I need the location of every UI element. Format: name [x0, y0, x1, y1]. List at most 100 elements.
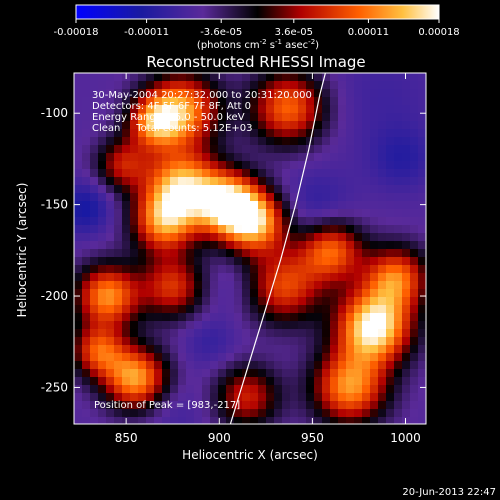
- heatmap-cell: [338, 257, 347, 266]
- heatmap-cell: [114, 369, 123, 378]
- heatmap-cell: [410, 81, 419, 90]
- heatmap-cell: [418, 393, 426, 402]
- heatmap-cell: [410, 225, 419, 234]
- heatmap-cell: [298, 345, 307, 354]
- heatmap-cell: [82, 377, 91, 386]
- heatmap-cell: [306, 177, 315, 186]
- heatmap-cell: [194, 337, 203, 346]
- heatmap-cell: [370, 73, 379, 82]
- heatmap-cell: [370, 393, 379, 402]
- heatmap-cell: [298, 225, 307, 234]
- heatmap-cell: [282, 129, 291, 138]
- heatmap-cell: [114, 329, 123, 338]
- heatmap-cell: [250, 137, 259, 146]
- heatmap-cell: [370, 225, 379, 234]
- heatmap-cell: [130, 321, 139, 330]
- heatmap-cell: [282, 401, 291, 410]
- heatmap-cell: [162, 297, 171, 306]
- heatmap-cell: [362, 345, 371, 354]
- heatmap-cell: [202, 377, 211, 386]
- heatmap-cell: [290, 177, 299, 186]
- heatmap-cell: [90, 89, 99, 98]
- heatmap-cell: [82, 385, 91, 394]
- heatmap-cell: [338, 73, 347, 82]
- heatmap-cell: [74, 353, 83, 362]
- heatmap-cell: [330, 281, 339, 290]
- heatmap-cell: [410, 393, 419, 402]
- heatmap-cell: [226, 297, 235, 306]
- heatmap-cell: [162, 385, 171, 394]
- heatmap-cell: [146, 417, 155, 424]
- heatmap-cell: [402, 385, 411, 394]
- heatmap-cell: [250, 297, 259, 306]
- heatmap-cell: [362, 401, 371, 410]
- heatmap-cell: [306, 257, 315, 266]
- heatmap-cell: [354, 337, 363, 346]
- heatmap-cell: [242, 161, 251, 170]
- heatmap-cell: [186, 201, 195, 210]
- heatmap-cell: [242, 153, 251, 162]
- heatmap-cell: [418, 89, 426, 98]
- heatmap-cell: [338, 121, 347, 130]
- heatmap-cell: [202, 337, 211, 346]
- heatmap-cell: [354, 233, 363, 242]
- heatmap-cell: [106, 401, 115, 410]
- heatmap-cell: [306, 369, 315, 378]
- heatmap-cell: [98, 233, 107, 242]
- heatmap-cell: [338, 385, 347, 394]
- heatmap-cell: [194, 193, 203, 202]
- heatmap-cell: [162, 321, 171, 330]
- heatmap-cell: [418, 401, 426, 410]
- heatmap-cell: [290, 193, 299, 202]
- heatmap-cell: [210, 153, 219, 162]
- heatmap-cell: [242, 273, 251, 282]
- heatmap-cell: [306, 353, 315, 362]
- heatmap-cell: [170, 233, 179, 242]
- heatmap-cell: [362, 409, 371, 418]
- heatmap-cell: [170, 97, 179, 106]
- heatmap-cell: [242, 177, 251, 186]
- heatmap-cell: [314, 249, 323, 258]
- heatmap-cell: [186, 409, 195, 418]
- heatmap-cell: [258, 121, 267, 130]
- heatmap-cell: [146, 273, 155, 282]
- heatmap-cell: [130, 185, 139, 194]
- heatmap-cell: [226, 417, 235, 424]
- heatmap-cell: [418, 217, 426, 226]
- heatmap-cell: [178, 209, 187, 218]
- heatmap-cell: [106, 361, 115, 370]
- heatmap-cell: [274, 177, 283, 186]
- heatmap-cell: [130, 153, 139, 162]
- heatmap-cell: [202, 297, 211, 306]
- heatmap-cell: [234, 417, 243, 424]
- heatmap-cell: [226, 401, 235, 410]
- heatmap-cell: [178, 225, 187, 234]
- heatmap-cell: [346, 321, 355, 330]
- heatmap-cell: [386, 401, 395, 410]
- heatmap-cell: [178, 193, 187, 202]
- heatmap-cell: [418, 73, 426, 82]
- heatmap-cell: [298, 129, 307, 138]
- heatmap-cell: [290, 369, 299, 378]
- heatmap-cell: [74, 177, 83, 186]
- heatmap-cell: [346, 409, 355, 418]
- heatmap-cell: [242, 353, 251, 362]
- heatmap-cell: [386, 249, 395, 258]
- heatmap-cell: [122, 313, 131, 322]
- heatmap-cell: [330, 345, 339, 354]
- heatmap-cell: [394, 137, 403, 146]
- heatmap-cell: [242, 377, 251, 386]
- heatmap-cell: [418, 345, 426, 354]
- heatmap-cell: [266, 417, 275, 424]
- heatmap-cell: [162, 273, 171, 282]
- heatmap-cell: [258, 297, 267, 306]
- heatmap-cell: [378, 137, 387, 146]
- heatmap-cell: [282, 345, 291, 354]
- heatmap-cell: [82, 233, 91, 242]
- heatmap-cell: [314, 113, 323, 122]
- heatmap-cell: [146, 377, 155, 386]
- heatmap-cell: [114, 113, 123, 122]
- heatmap-cell: [82, 289, 91, 298]
- heatmap-cell: [290, 97, 299, 106]
- heatmap-cell: [114, 297, 123, 306]
